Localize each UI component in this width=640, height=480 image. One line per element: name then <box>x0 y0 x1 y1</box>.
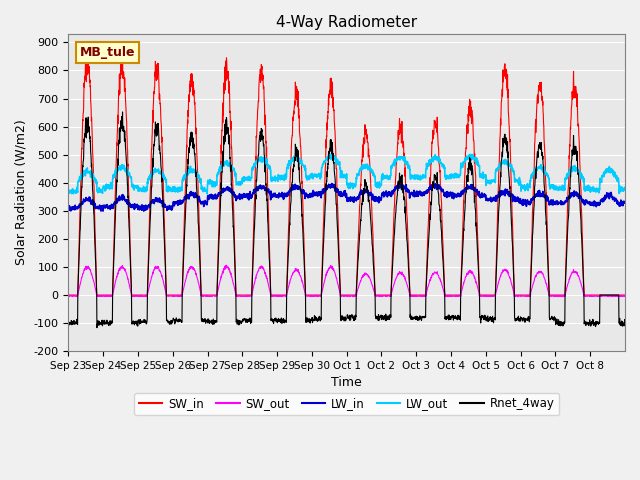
X-axis label: Time: Time <box>332 376 362 389</box>
Title: 4-Way Radiometer: 4-Way Radiometer <box>276 15 417 30</box>
Legend: SW_in, SW_out, LW_in, LW_out, Rnet_4way: SW_in, SW_out, LW_in, LW_out, Rnet_4way <box>134 393 559 415</box>
Text: MB_tule: MB_tule <box>79 46 135 59</box>
Y-axis label: Solar Radiation (W/m2): Solar Radiation (W/m2) <box>15 120 28 265</box>
